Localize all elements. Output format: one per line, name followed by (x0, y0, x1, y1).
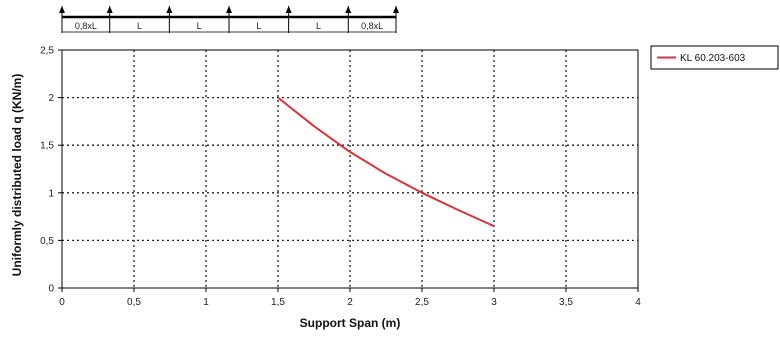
x-tick-label: 1 (203, 297, 209, 308)
support-arrow-head (393, 6, 399, 13)
legend: KL 60.203-603 (650, 45, 779, 70)
x-tick-label: 1,5 (271, 297, 285, 308)
support-arrow-head (285, 6, 292, 13)
x-tick-label: 0,5 (127, 297, 141, 308)
span-segment-label: L (137, 21, 142, 31)
legend-label: KL 60.203-603 (680, 53, 746, 64)
y-tick-label: 1 (48, 188, 54, 199)
series-layer (277, 96, 495, 228)
y-tick-label: 0,5 (40, 236, 54, 247)
span-segment-label: 0,8xL (361, 21, 383, 31)
y-axis-title: Uniformly distributed load q (KN/m) (10, 74, 24, 277)
x-tick-label: 3,5 (559, 297, 573, 308)
support-arrow-head (59, 6, 65, 13)
span-segment-label: L (197, 21, 202, 31)
y-tick-label: 2,5 (40, 46, 54, 57)
support-arrow-head (226, 6, 232, 13)
x-tick-label: 3 (491, 297, 497, 308)
x-tick-label: 4 (635, 297, 641, 308)
support-arrow-head (106, 6, 113, 13)
beam-diagram: 0,8xL L L L L 0,8xL (59, 6, 399, 33)
x-tick-label: 2 (347, 297, 353, 308)
span-segment-label: L (256, 21, 261, 31)
grid-lines (62, 50, 638, 288)
support-arrow-head (345, 6, 352, 13)
series-line (277, 96, 495, 228)
x-tick-label: 2,5 (415, 297, 429, 308)
span-segment-label: L (316, 21, 321, 31)
x-axis-title: Support Span (m) (300, 316, 401, 330)
y-tick-label: 2 (48, 93, 54, 104)
legend-box (650, 45, 779, 70)
y-tick-label: 1,5 (40, 141, 54, 152)
y-axis-ticks: 0 0,5 1 1,5 2 2,5 (40, 46, 62, 295)
x-axis-ticks: 0 0,5 1 1,5 2 2,5 3 3,5 4 (59, 288, 641, 308)
y-tick-label: 0 (48, 284, 54, 295)
span-segment-label: 0,8xL (75, 21, 97, 31)
support-arrow-head (166, 6, 173, 13)
x-tick-label: 0 (59, 297, 65, 308)
